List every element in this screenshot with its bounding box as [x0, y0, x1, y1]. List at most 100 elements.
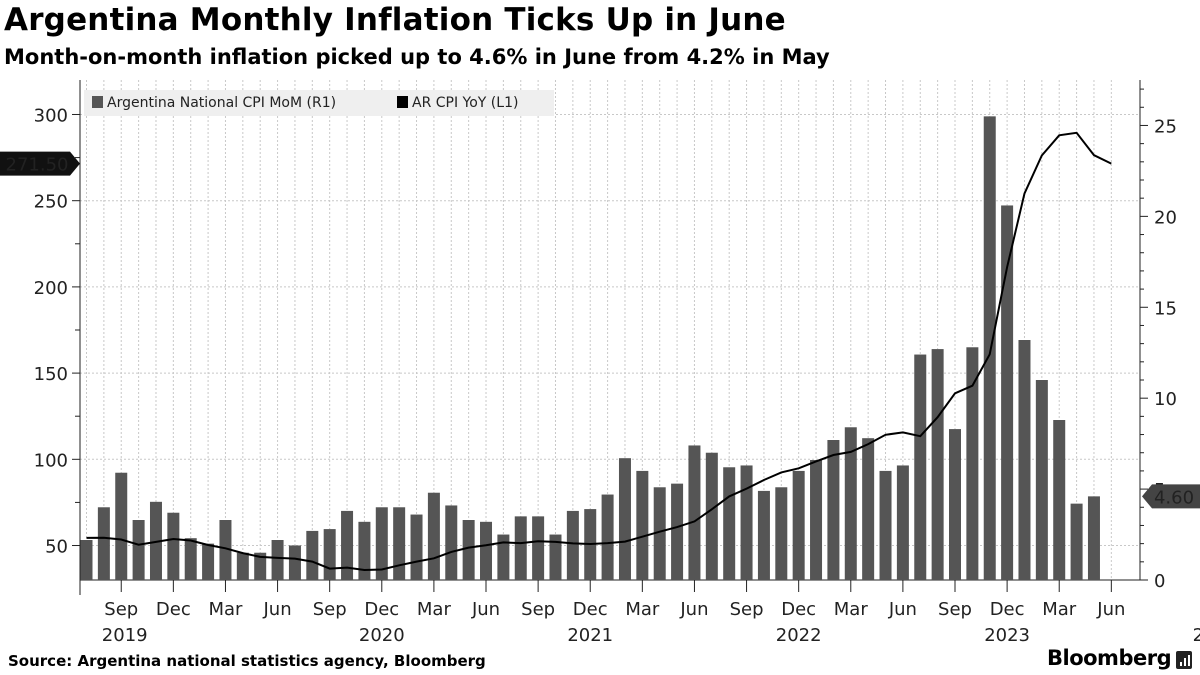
brand-logo: Bloomberg — [1047, 646, 1172, 670]
right-tick-label: 25 — [1154, 116, 1177, 137]
left-tick-label: 250 — [34, 192, 68, 213]
cpi-mom-bar — [167, 512, 180, 580]
legend-box — [84, 90, 554, 116]
cpi-mom-bar — [618, 458, 631, 580]
right-tick-label: 0 — [1154, 571, 1165, 592]
x-year-label: 2024 — [1193, 625, 1200, 646]
x-tick-label: Mar — [417, 599, 452, 620]
legend-label-yoy: AR CPI YoY (L1) — [412, 95, 518, 111]
x-year-label: 2023 — [984, 625, 1030, 646]
cpi-mom-bar — [532, 516, 545, 580]
cpi-mom-bar — [914, 354, 927, 580]
left-tick-label: 50 — [45, 537, 68, 558]
cpi-mom-bar — [879, 470, 892, 580]
cpi-mom-bar — [375, 507, 388, 580]
bloomberg-terminal-icon — [1176, 651, 1192, 669]
left-tick-label: 100 — [34, 450, 68, 471]
cpi-mom-bar — [740, 465, 753, 580]
cpi-mom-bar — [271, 540, 284, 580]
cpi-mom-bar — [514, 516, 527, 580]
cpi-mom-bar — [601, 494, 614, 580]
x-tick-label: Jun — [263, 599, 292, 620]
legend-swatch-line — [397, 96, 408, 108]
cpi-mom-bar — [549, 534, 562, 580]
x-tick-label: Dec — [573, 599, 608, 620]
cpi-mom-bar — [862, 438, 875, 580]
x-tick-label: Mar — [1042, 599, 1077, 620]
cpi-mom-bar — [949, 429, 961, 580]
cpi-mom-bar — [1087, 496, 1100, 580]
x-tick-label: Dec — [990, 599, 1025, 620]
cpi-mom-bar — [497, 534, 510, 580]
left-value-callout — [0, 151, 80, 176]
cpi-mom-bar — [1070, 503, 1083, 580]
x-tick-label: Sep — [104, 599, 138, 620]
x-year-label: 2022 — [776, 625, 822, 646]
x-tick-label: Jun — [1096, 599, 1125, 620]
cpi-mom-bar — [202, 543, 215, 580]
chart-subtitle: Month-on-month inflation picked up to 4.… — [4, 45, 830, 69]
cpi-mom-bar — [341, 510, 354, 580]
x-tick-label: Sep — [313, 599, 347, 620]
left-tick-label: 200 — [34, 278, 68, 299]
left-tick-label: 150 — [34, 364, 68, 385]
cpi-mom-bar — [1018, 340, 1031, 580]
cpi-mom-bar — [462, 520, 475, 580]
cpi-mom-bar — [480, 521, 493, 580]
x-year-label: 2020 — [359, 625, 405, 646]
cpi-mom-bar — [896, 465, 909, 580]
cpi-mom-bar — [97, 507, 110, 580]
right-tick-label: 15 — [1154, 298, 1177, 319]
cpi-mom-bar — [844, 427, 857, 580]
x-tick-label: Mar — [208, 599, 243, 620]
cpi-mom-bar — [254, 552, 267, 580]
x-tick-label: Dec — [364, 599, 399, 620]
x-tick-label: Jun — [471, 599, 500, 620]
cpi-mom-bar — [410, 514, 423, 580]
right-value-callout — [1142, 484, 1200, 509]
x-tick-label: Jun — [888, 599, 917, 620]
right-tick-label: 10 — [1154, 389, 1177, 410]
x-tick-label: Dec — [781, 599, 816, 620]
cpi-mom-bar — [184, 538, 197, 580]
cpi-mom-bar — [445, 505, 458, 580]
source-note: Source: Argentina national statistics ag… — [8, 652, 486, 670]
cpi-mom-bar — [983, 116, 996, 580]
cpi-mom-bar — [723, 467, 736, 580]
right-value-callout-label: 4.60 — [1154, 487, 1194, 508]
legend-label-mom: Argentina National CPI MoM (R1) — [107, 95, 336, 111]
cpi-mom-bar — [288, 545, 301, 580]
cpi-mom-bar — [132, 520, 145, 580]
cpi-mom-bar — [792, 470, 805, 580]
cpi-mom-bar — [688, 445, 701, 580]
cpi-mom-bar — [1035, 380, 1048, 580]
cpi-mom-bar — [636, 470, 649, 580]
cpi-mom-bar — [358, 521, 371, 580]
cpi-mom-bar — [757, 490, 770, 580]
x-tick-label: Sep — [521, 599, 555, 620]
cpi-mom-bar — [827, 440, 840, 580]
x-year-label: 2019 — [102, 625, 148, 646]
left-tick-label: 300 — [34, 105, 68, 126]
cpi-mom-bar — [671, 483, 684, 580]
cpi-mom-bar — [966, 347, 979, 580]
cpi-mom-bar — [705, 452, 718, 580]
cpi-mom-bar — [323, 529, 336, 580]
right-tick-label: 20 — [1154, 207, 1177, 228]
legend-swatch-bar — [92, 96, 103, 108]
chart-title: Argentina Monthly Inflation Ticks Up in … — [4, 2, 786, 38]
cpi-yoy-line — [86, 131, 1112, 572]
cpi-mom-bar — [306, 530, 319, 580]
cpi-mom-bar — [1001, 205, 1014, 581]
cpi-mom-bar — [427, 492, 440, 580]
left-value-callout-label: 271.50 — [6, 155, 69, 176]
cpi-mom-bar — [1053, 420, 1066, 580]
x-tick-label: Dec — [156, 599, 191, 620]
x-tick-label: Mar — [834, 599, 869, 620]
cpi-mom-bar — [393, 507, 406, 580]
x-tick-label: Sep — [730, 599, 764, 620]
cpi-mom-bar — [80, 540, 93, 580]
cpi-mom-bar — [775, 487, 788, 580]
x-tick-label: Jun — [679, 599, 708, 620]
